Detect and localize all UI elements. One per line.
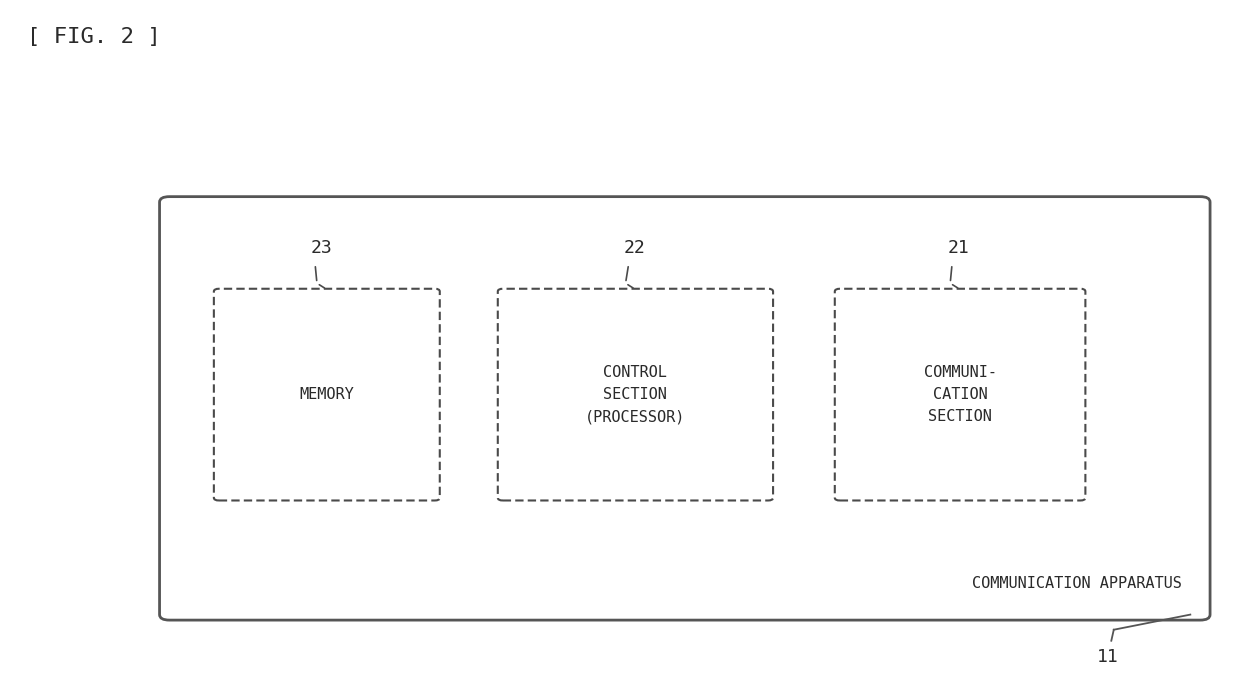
FancyBboxPatch shape — [160, 197, 1210, 620]
FancyBboxPatch shape — [213, 289, 440, 500]
Text: COMMUNI-
CATION
SECTION: COMMUNI- CATION SECTION — [924, 365, 997, 424]
Text: [ FIG. 2 ]: [ FIG. 2 ] — [27, 27, 161, 47]
Text: COMMUNICATION APPARATUS: COMMUNICATION APPARATUS — [972, 576, 1182, 590]
Text: 23: 23 — [310, 239, 332, 257]
Text: 11: 11 — [1096, 647, 1118, 665]
Text: 21: 21 — [947, 239, 970, 257]
FancyBboxPatch shape — [835, 289, 1085, 500]
Text: 22: 22 — [624, 239, 646, 257]
FancyBboxPatch shape — [497, 289, 773, 500]
Text: CONTROL
SECTION
(PROCESSOR): CONTROL SECTION (PROCESSOR) — [585, 365, 686, 424]
Text: MEMORY: MEMORY — [299, 387, 355, 402]
